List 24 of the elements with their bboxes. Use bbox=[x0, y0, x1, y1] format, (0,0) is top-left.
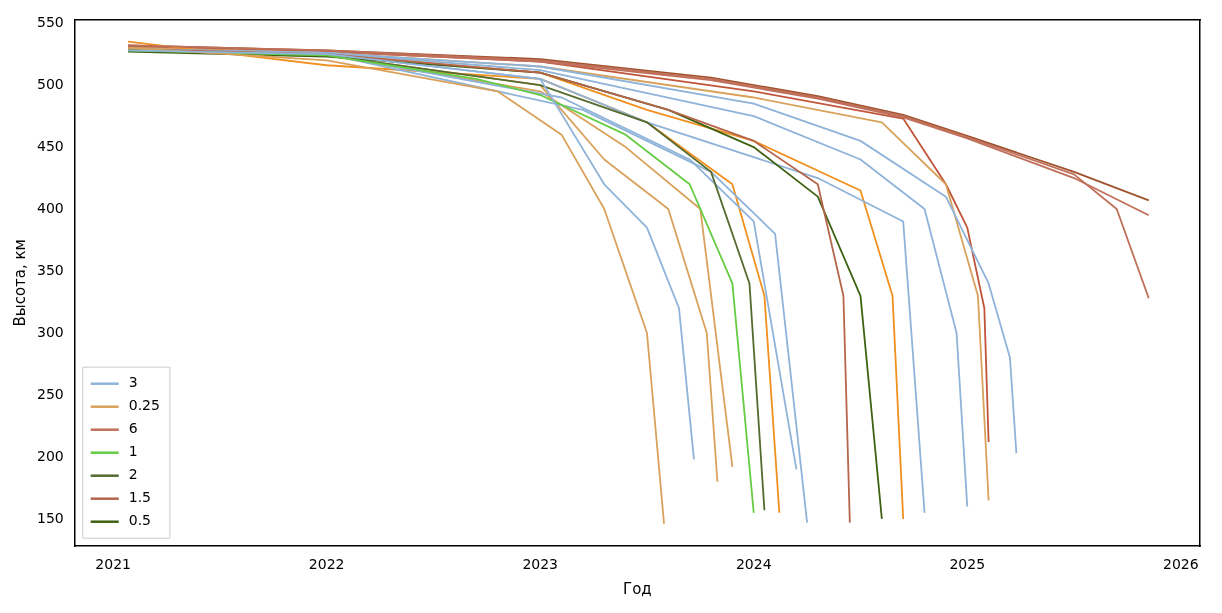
x-tick-label: 2023 bbox=[522, 556, 559, 573]
y-tick-label: 150 bbox=[36, 509, 64, 526]
x-tick-label: 2022 bbox=[308, 556, 345, 573]
y-tick-label: 300 bbox=[36, 323, 64, 340]
y-tick-label: 500 bbox=[36, 75, 64, 92]
y-tick-label: 400 bbox=[36, 199, 64, 216]
y-tick-label: 350 bbox=[36, 261, 64, 278]
y-tick-label: 450 bbox=[36, 137, 64, 154]
legend-label: 3 bbox=[128, 374, 138, 391]
legend-label: 1 bbox=[128, 443, 138, 460]
y-tick-label: 250 bbox=[36, 385, 64, 402]
y-axis-title: Высота, км bbox=[10, 239, 29, 327]
x-tick-label: 2025 bbox=[949, 556, 986, 573]
x-axis-title: Год bbox=[623, 579, 652, 598]
legend-label: 1.5 bbox=[128, 489, 151, 506]
legend-label: 0.5 bbox=[128, 512, 151, 529]
y-tick-label: 200 bbox=[36, 447, 64, 464]
x-tick-label: 2021 bbox=[95, 556, 131, 573]
legend-label: 0.25 bbox=[128, 397, 160, 414]
legend-label: 6 bbox=[128, 420, 138, 437]
x-tick-label: 2026 bbox=[1162, 556, 1199, 573]
x-tick-label: 2024 bbox=[735, 556, 772, 573]
legend-label: 2 bbox=[128, 466, 138, 483]
y-tick-label: 550 bbox=[36, 13, 64, 30]
